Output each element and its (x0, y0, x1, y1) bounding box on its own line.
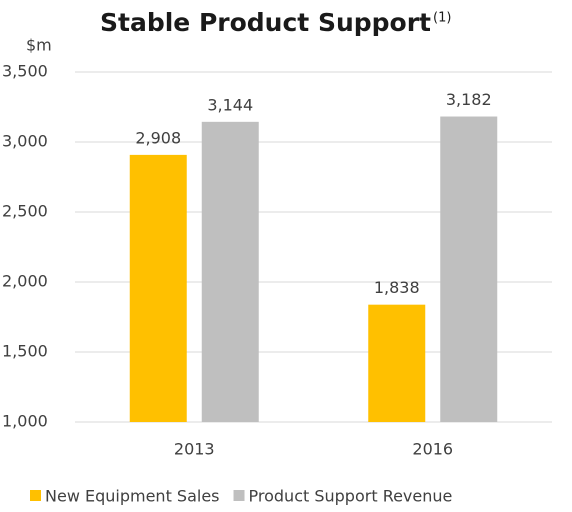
y-axis-label: $m (26, 36, 52, 55)
bar (201, 121, 259, 422)
bar (129, 154, 187, 422)
y-tick-label: 1,000 (2, 412, 48, 431)
y-tick-label: 1,500 (2, 342, 48, 361)
bar (440, 116, 498, 423)
y-tick-label: 2,500 (2, 202, 48, 221)
data-label: 3,144 (207, 95, 253, 114)
data-label: 2,908 (135, 128, 181, 147)
y-tick-label: 2,000 (2, 272, 48, 291)
y-tick-label: 3,000 (2, 132, 48, 151)
legend-label: Product Support Revenue (249, 487, 453, 506)
x-tick-label: 2013 (174, 440, 215, 459)
chart-title: Stable Product Support (100, 8, 431, 37)
title-superscript: (1) (433, 11, 451, 26)
legend-swatch (30, 490, 41, 501)
bar (368, 304, 426, 422)
y-tick-label: 3,500 (2, 62, 48, 81)
data-label: 3,182 (446, 90, 492, 109)
legend-label: New Equipment Sales (45, 487, 220, 506)
x-tick-label: 2016 (412, 440, 453, 459)
legend-swatch (233, 490, 245, 501)
data-label: 1,838 (374, 278, 420, 297)
